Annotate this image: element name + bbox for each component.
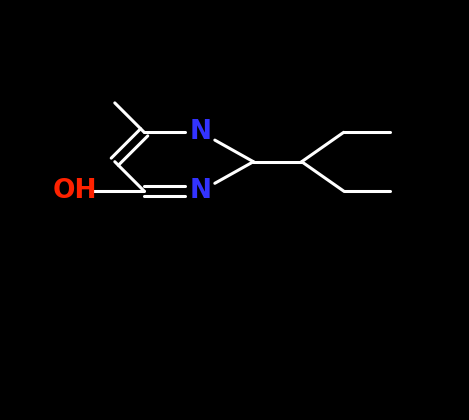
Text: N: N [190, 178, 212, 204]
Text: OH: OH [53, 178, 97, 204]
Text: N: N [190, 119, 212, 145]
